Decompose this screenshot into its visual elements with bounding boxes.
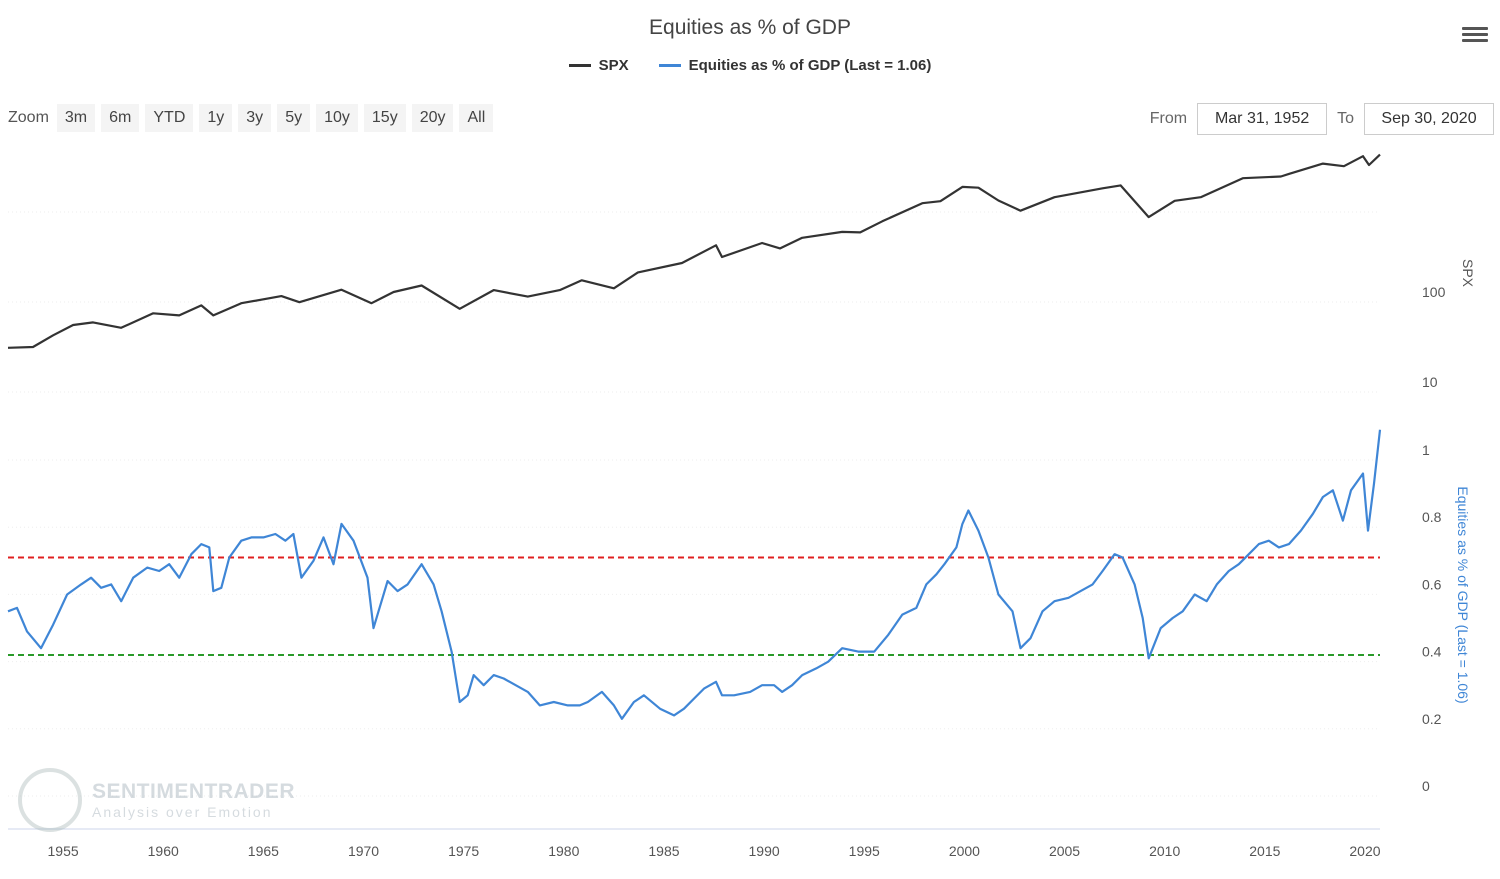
zoom-button-5y[interactable]: 5y: [277, 104, 311, 132]
y-axis-label-equities-gdp: Equities as % of GDP (Last = 1.06): [1455, 486, 1471, 703]
x-tick-label: 1975: [448, 843, 479, 859]
gridlines: [8, 211, 1380, 830]
legend-label-spx: SPX: [598, 57, 629, 74]
legend: SPX Equities as % of GDP (Last = 1.06): [0, 57, 1500, 74]
from-label: From: [1149, 110, 1188, 127]
y-tick-label-equities-gdp: 0.2: [1422, 711, 1442, 727]
reference-lines: [8, 556, 1380, 656]
sentimentrader-logo-icon: [18, 768, 82, 832]
x-tick-label: 1955: [48, 843, 79, 859]
x-tick-label: 1970: [348, 843, 379, 859]
y-tick-labels: 10 100 0 0.2 0.4 0.6 0.8 1: [1422, 284, 1446, 794]
y-tick-label-equities-gdp: 0.6: [1422, 576, 1442, 592]
hamburger-menu-icon[interactable]: [1462, 24, 1488, 46]
legend-item-spx[interactable]: SPX: [568, 57, 629, 74]
from-date-input[interactable]: Mar 31, 1952: [1197, 103, 1328, 135]
x-tick-label: 2020: [1349, 843, 1380, 859]
to-date-input[interactable]: Sep 30, 2020: [1364, 103, 1494, 135]
legend-label-equities-gdp: Equities as % of GDP (Last = 1.06): [688, 57, 932, 74]
zoom-button-15y[interactable]: 15y: [363, 104, 406, 132]
zoom-button-10y[interactable]: 10y: [316, 104, 358, 132]
y-tick-label-spx: 100: [1422, 284, 1446, 300]
x-tick-label: 1985: [648, 843, 679, 859]
zoom-button-6m[interactable]: 6m: [101, 104, 140, 132]
zoom-button-ytd[interactable]: YTD: [145, 104, 194, 132]
legend-item-equities-gdp[interactable]: Equities as % of GDP (Last = 1.06): [658, 57, 932, 74]
legend-swatch-equities-gdp: [658, 64, 681, 67]
y-axis-label-spx: SPX: [1460, 259, 1476, 288]
x-tick-label: 2005: [1049, 843, 1080, 859]
zoom-label: Zoom: [8, 109, 49, 126]
zoom-button-20y[interactable]: 20y: [411, 104, 454, 132]
y-tick-label-equities-gdp: 0: [1422, 778, 1430, 794]
zoom-button-1y[interactable]: 1y: [199, 104, 233, 132]
x-tick-label: 1995: [849, 843, 880, 859]
y-tick-label-equities-gdp: 1: [1422, 442, 1430, 458]
x-tick-label: 1980: [548, 843, 579, 859]
legend-swatch-spx: [568, 64, 591, 67]
zoom-button-all[interactable]: All: [459, 104, 494, 132]
watermark-tagline: Analysis over Emotion: [92, 804, 273, 820]
zoom-button-3m[interactable]: 3m: [56, 104, 96, 132]
zoom-bar: Zoom 3m 6m YTD 1y 3y 5y 10y 15y 20y All: [8, 104, 494, 132]
watermark: SENTIMENTRADER Analysis over Emotion: [18, 768, 295, 832]
to-label: To: [1337, 110, 1354, 127]
x-tick-label: 1965: [248, 843, 279, 859]
x-tick-label: 1960: [148, 843, 179, 859]
y-tick-label-spx: 10: [1422, 374, 1438, 390]
x-tick-label: 2010: [1149, 843, 1180, 859]
series-line-equities-gdp: [7, 429, 1382, 720]
x-tick-label: 1990: [749, 843, 780, 859]
series-line-spx: [7, 153, 1381, 349]
x-tick-labels: 1955 1960 1965 1970 1975 1980 1985 1990 1995 2000…: [48, 843, 1381, 859]
x-tick-label: 2000: [949, 843, 980, 859]
zoom-button-3y[interactable]: 3y: [238, 104, 272, 132]
y-tick-label-equities-gdp: 0.8: [1422, 509, 1442, 525]
x-tick-label: 2015: [1249, 843, 1280, 859]
y-tick-label-equities-gdp: 0.4: [1422, 644, 1442, 660]
series-lines: [7, 153, 1382, 720]
watermark-name: SENTIMENTRADER: [92, 780, 296, 803]
date-range: From Mar 31, 1952 To Sep 30, 2020: [1150, 103, 1494, 135]
chart-title: Equities as % of GDP: [649, 16, 851, 39]
